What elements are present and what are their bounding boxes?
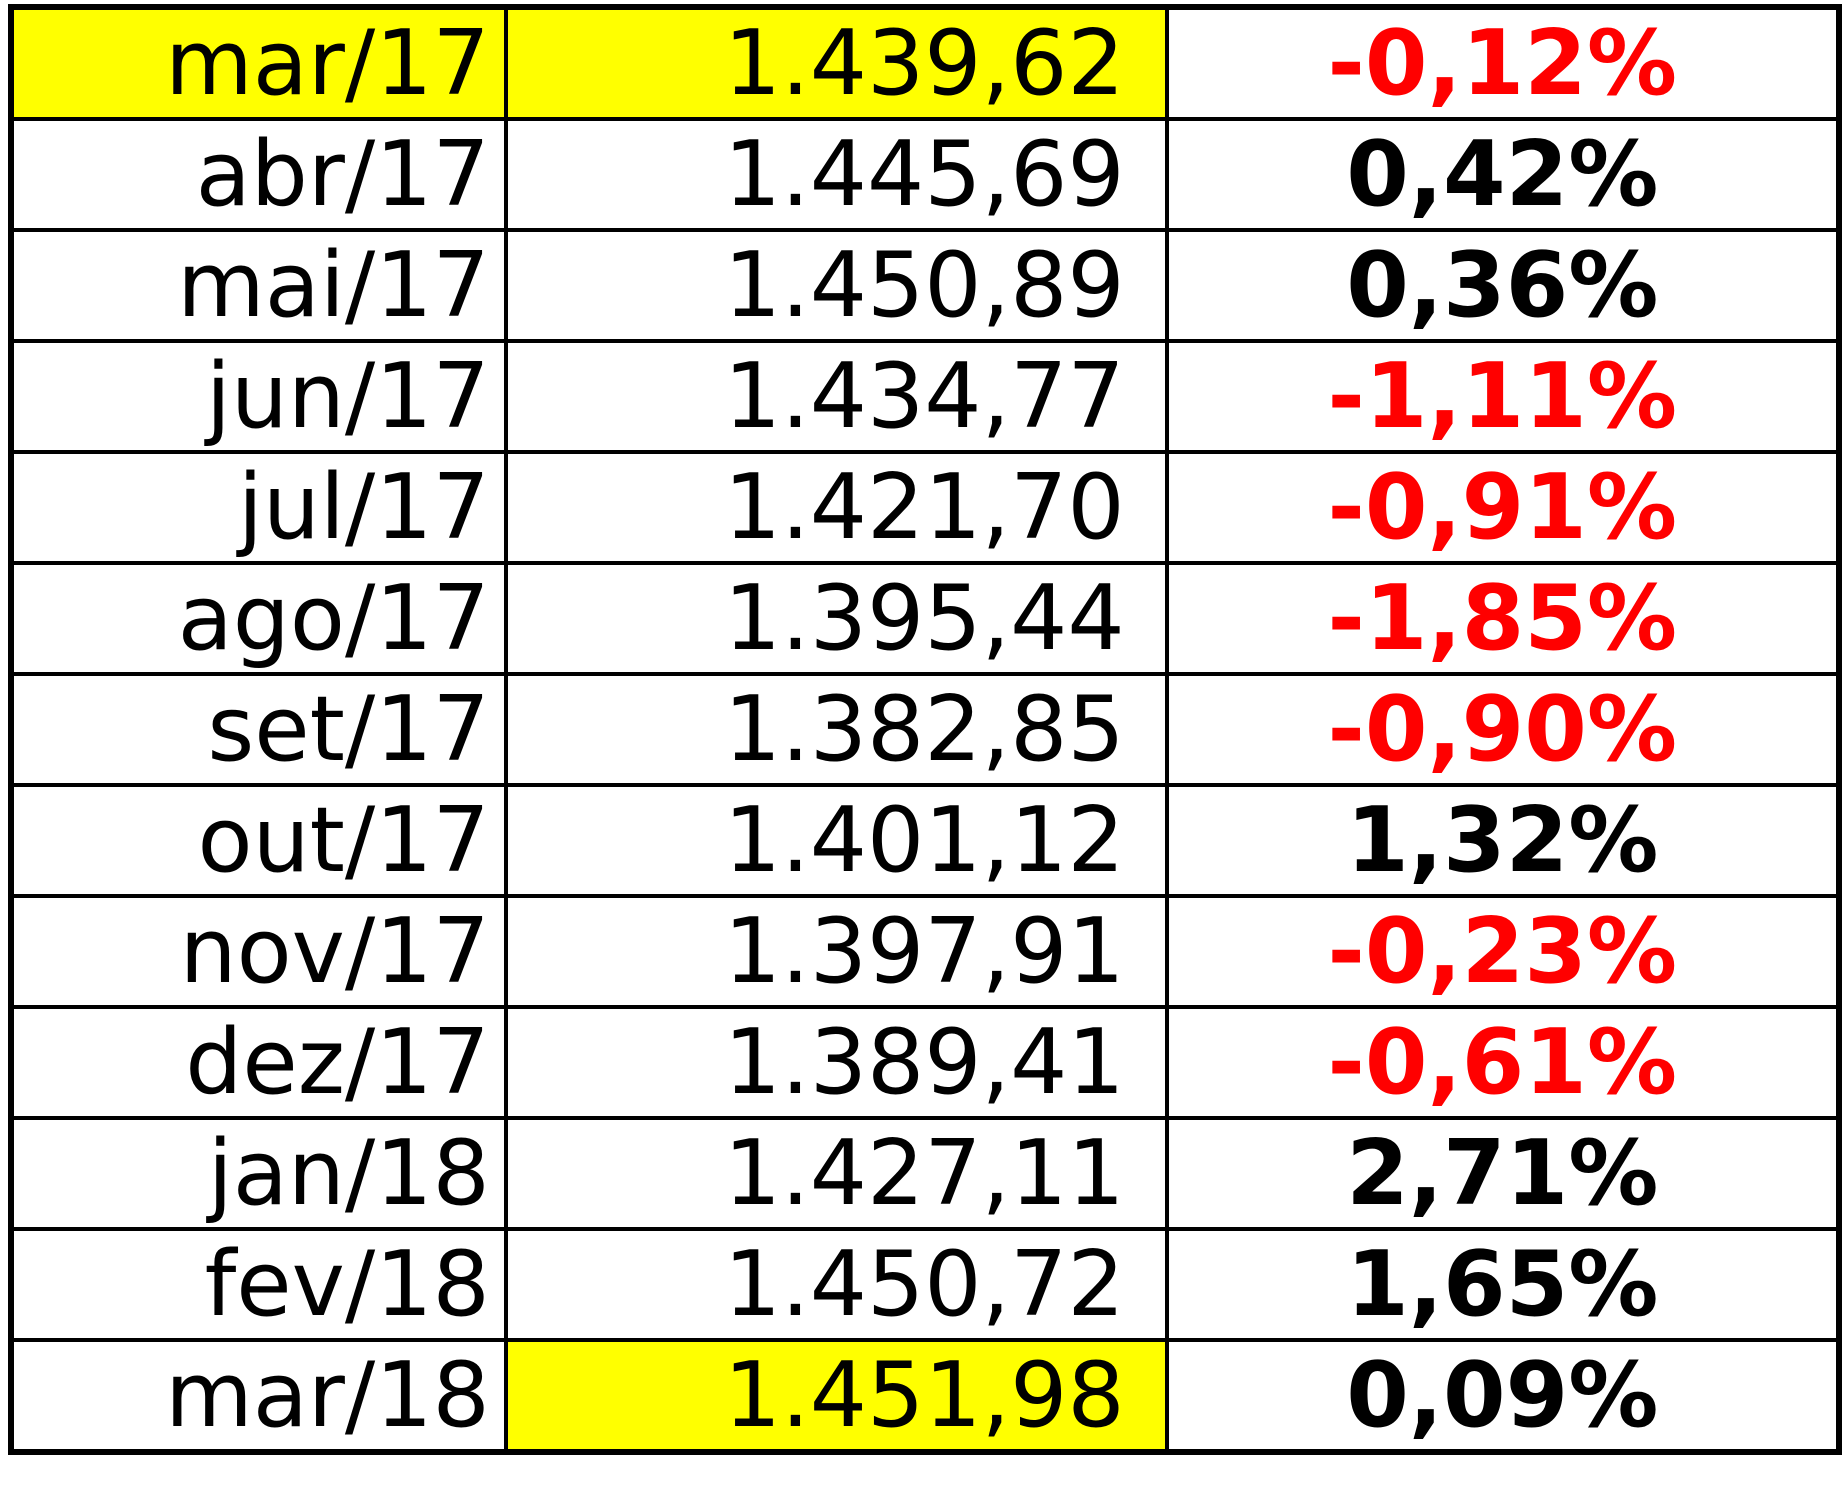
table-row: abr/17 1.445,69 0,42% xyxy=(9,117,1842,232)
value-cell: 1.395,44 xyxy=(503,561,1169,676)
month-cell: ago/17 xyxy=(9,561,508,676)
table-row: set/17 1.382,85 -0,90% xyxy=(9,672,1842,787)
value-cell: 1.397,91 xyxy=(503,894,1169,1009)
change-cell: -0,23% xyxy=(1164,894,1842,1009)
change-cell: -1,85% xyxy=(1164,561,1842,676)
value-cell: 1.389,41 xyxy=(503,1005,1169,1120)
value-cell: 1.382,85 xyxy=(503,672,1169,787)
month-cell: abr/17 xyxy=(9,117,508,232)
table-row: mar/18 1.451,98 0,09% xyxy=(9,1338,1842,1454)
change-cell: 1,32% xyxy=(1164,783,1842,898)
value-cell: 1.450,72 xyxy=(503,1227,1169,1342)
value-cell: 1.401,12 xyxy=(503,783,1169,898)
month-cell: jul/17 xyxy=(9,450,508,565)
value-cell: 1.451,98 xyxy=(503,1338,1169,1454)
month-cell: mar/18 xyxy=(9,1338,508,1454)
month-cell: mar/17 xyxy=(9,5,508,121)
table-row: jan/18 1.427,11 2,71% xyxy=(9,1116,1842,1231)
change-cell: 0,36% xyxy=(1164,228,1842,343)
table-row: fev/18 1.450,72 1,65% xyxy=(9,1227,1842,1342)
change-cell: -0,91% xyxy=(1164,450,1842,565)
value-cell: 1.421,70 xyxy=(503,450,1169,565)
table-row: jul/17 1.421,70 -0,91% xyxy=(9,450,1842,565)
table-row: dez/17 1.389,41 -0,61% xyxy=(9,1005,1842,1120)
table-row: ago/17 1.395,44 -1,85% xyxy=(9,561,1842,676)
month-cell: dez/17 xyxy=(9,1005,508,1120)
table-row: jun/17 1.434,77 -1,11% xyxy=(9,339,1842,454)
value-cell: 1.439,62 xyxy=(503,5,1169,121)
change-cell: -0,90% xyxy=(1164,672,1842,787)
month-cell: out/17 xyxy=(9,783,508,898)
change-cell: 0,42% xyxy=(1164,117,1842,232)
month-cell: jun/17 xyxy=(9,339,508,454)
value-cell: 1.450,89 xyxy=(503,228,1169,343)
month-cell: set/17 xyxy=(9,672,508,787)
table-row: out/17 1.401,12 1,32% xyxy=(9,783,1842,898)
change-cell: -0,61% xyxy=(1164,1005,1842,1120)
change-cell: 0,09% xyxy=(1164,1338,1842,1454)
value-cell: 1.445,69 xyxy=(503,117,1169,232)
change-cell: 2,71% xyxy=(1164,1116,1842,1231)
table-row: mar/17 1.439,62 -0,12% xyxy=(9,5,1842,121)
change-cell: -1,11% xyxy=(1164,339,1842,454)
month-cell: jan/18 xyxy=(9,1116,508,1231)
table-row: nov/17 1.397,91 -0,23% xyxy=(9,894,1842,1009)
value-cell: 1.427,11 xyxy=(503,1116,1169,1231)
change-cell: -0,12% xyxy=(1164,5,1842,121)
value-cell: 1.434,77 xyxy=(503,339,1169,454)
month-cell: fev/18 xyxy=(9,1227,508,1342)
table-body: mar/17 1.439,62 -0,12% abr/17 1.445,69 0,42% m… xyxy=(9,5,1842,1454)
month-cell: mai/17 xyxy=(9,228,508,343)
data-table: mar/17 1.439,62 -0,12% abr/17 1.445,69 0,42% m… xyxy=(8,4,1842,1455)
table-row: mai/17 1.450,89 0,36% xyxy=(9,228,1842,343)
change-cell: 1,65% xyxy=(1164,1227,1842,1342)
month-cell: nov/17 xyxy=(9,894,508,1009)
